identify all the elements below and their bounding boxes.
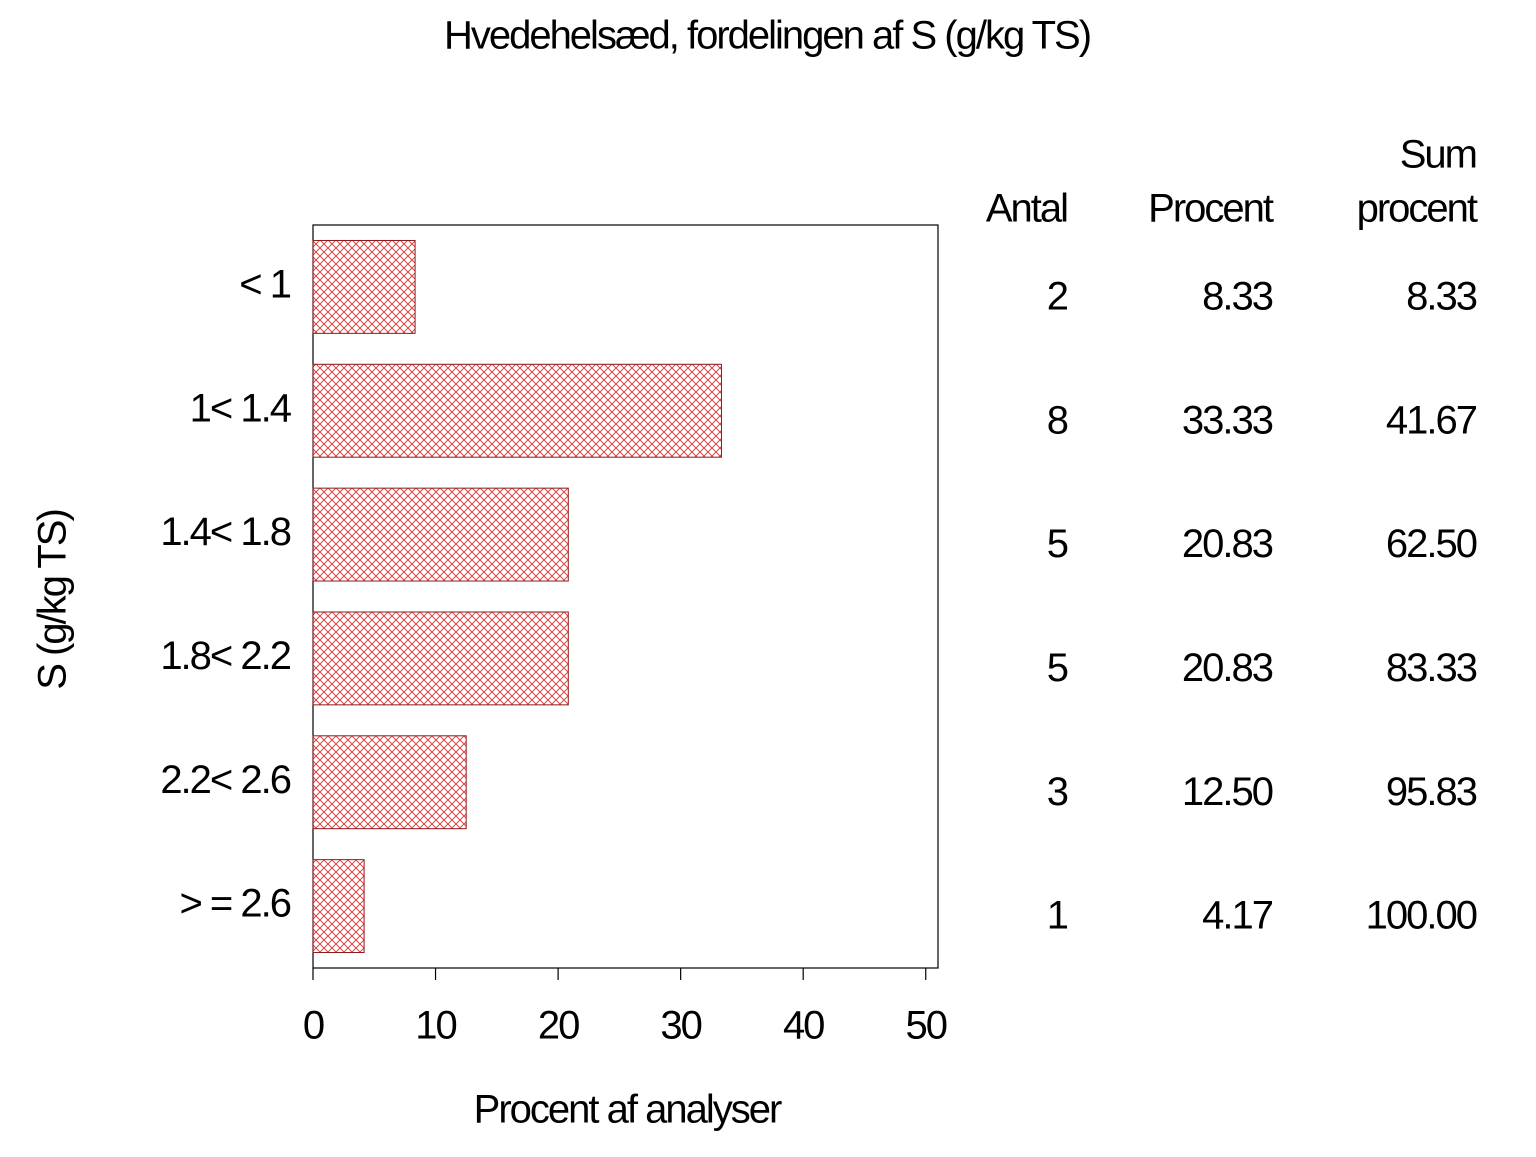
table-cell: 20.83 xyxy=(1182,522,1273,566)
plot-frame xyxy=(312,224,939,969)
table-header: Procent xyxy=(1148,187,1274,231)
bar xyxy=(312,859,365,954)
x-tick-label: 30 xyxy=(660,1004,701,1048)
bar xyxy=(312,363,722,458)
x-tick-label: 20 xyxy=(538,1004,579,1048)
table-cell: 5 xyxy=(1047,522,1068,566)
y-tick-label: 2.2< 2.6 xyxy=(160,758,290,802)
table-cell: 83.33 xyxy=(1386,646,1477,690)
table-header: procent xyxy=(1357,187,1478,231)
table-cell: 3 xyxy=(1047,770,1068,814)
table-cell: 12.50 xyxy=(1182,770,1273,814)
x-tick-label: 10 xyxy=(415,1004,456,1048)
x-axis-label: Procent af analyser xyxy=(474,1088,782,1132)
bar xyxy=(312,611,569,706)
y-tick-label: > = 2.6 xyxy=(179,882,290,926)
y-tick-label: 1.8< 2.2 xyxy=(160,634,290,678)
table-cell: 2 xyxy=(1047,274,1068,318)
table-cell: 5 xyxy=(1047,646,1068,690)
table-cell: 41.67 xyxy=(1386,398,1477,442)
bar xyxy=(312,239,416,334)
x-tick-label: 0 xyxy=(303,1004,324,1048)
table-cell: 62.50 xyxy=(1386,522,1477,566)
table-header: Sum xyxy=(1400,133,1476,177)
table-cell: 4.17 xyxy=(1202,894,1273,938)
table-cell: 100.00 xyxy=(1366,894,1477,938)
table-cell: 8 xyxy=(1047,398,1068,442)
bar xyxy=(312,735,467,830)
y-axis-label: S (g/kg TS) xyxy=(31,510,75,690)
table-cell: 33.33 xyxy=(1182,398,1273,442)
table-cell: 8.33 xyxy=(1202,274,1273,318)
table-cell: 1 xyxy=(1047,894,1068,938)
y-tick-label: 1.4< 1.8 xyxy=(160,510,290,554)
chart-title: Hvedehelsæd, fordelingen af S (g/kg TS) xyxy=(444,14,1090,58)
x-tick-label: 40 xyxy=(783,1004,824,1048)
table-cell: 20.83 xyxy=(1182,646,1273,690)
table-cell: 8.33 xyxy=(1406,274,1477,318)
bar xyxy=(312,487,569,582)
y-tick-label: < 1 xyxy=(239,262,290,306)
x-tick-label: 50 xyxy=(905,1004,946,1048)
table-cell: 95.83 xyxy=(1386,770,1477,814)
y-tick-label: 1< 1.4 xyxy=(190,386,292,430)
table-header: Antal xyxy=(986,187,1067,231)
